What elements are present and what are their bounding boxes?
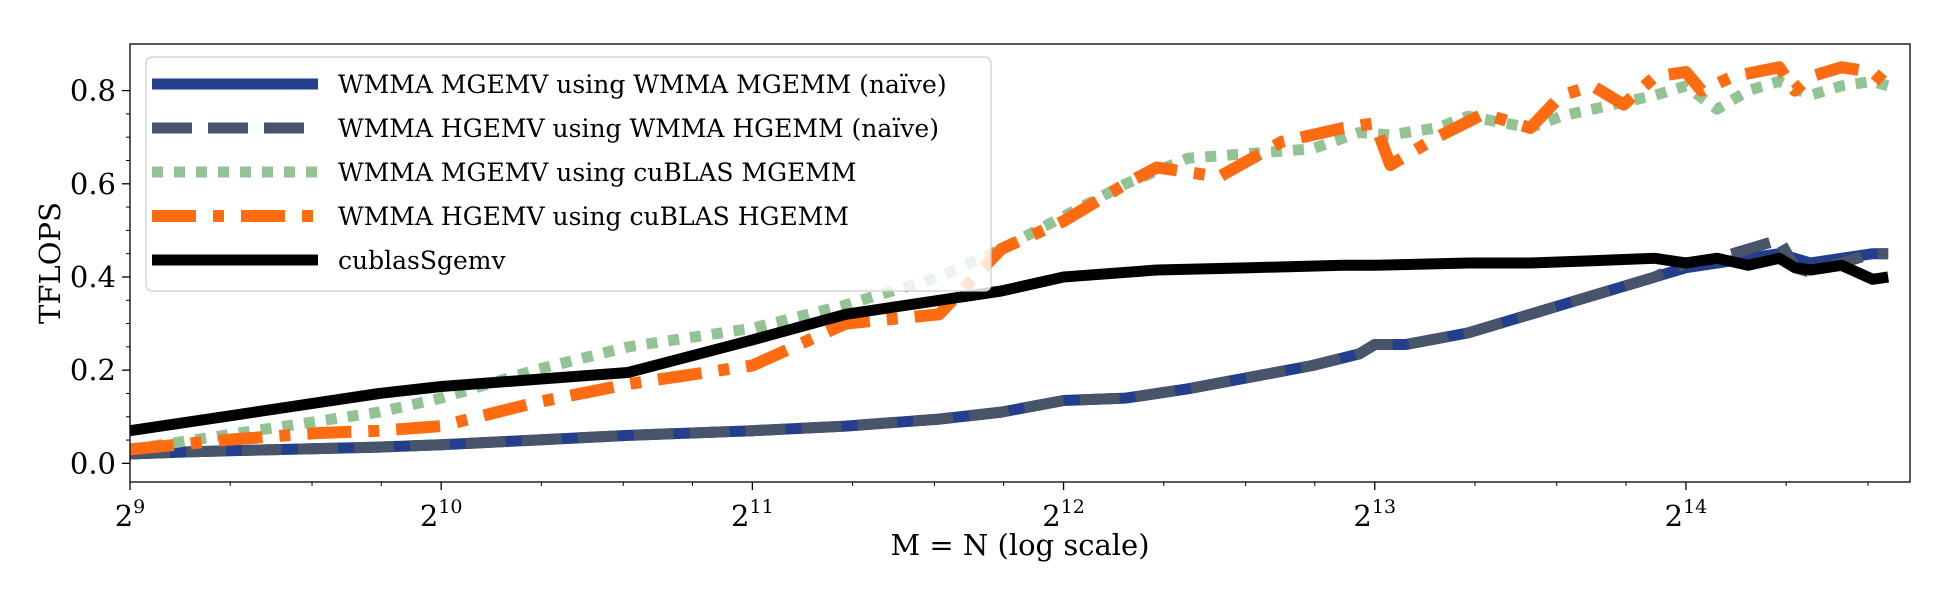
legend-entries: WMMA MGEMV using WMMA MGEMM (naïve) WMMA … bbox=[152, 70, 947, 275]
series-line-5 bbox=[129, 252, 1890, 437]
y-tick-label: 0.4 bbox=[70, 260, 116, 294]
series-line-2 bbox=[129, 234, 1889, 460]
legend-box bbox=[145, 56, 992, 292]
x-tick-label: 29 bbox=[115, 496, 146, 533]
legend-label-4: WMMA HGEMV using cuBLAS HGEMM bbox=[338, 202, 849, 231]
x-tick-label: 211 bbox=[731, 496, 774, 533]
x-tick-label: 210 bbox=[420, 496, 463, 533]
series-layer bbox=[129, 61, 1893, 460]
legend: WMMA MGEMV using WMMA MGEMM (naïve) WMMA … bbox=[145, 56, 992, 292]
y-tick-label: 0.2 bbox=[70, 353, 116, 387]
axis-layer: 0.0 0.2 0.4 0.6 0.8 29 210 211 212 213 214 bbox=[70, 74, 1869, 533]
legend-label-5: cublasSgemv bbox=[338, 246, 506, 275]
plot-frame bbox=[129, 43, 1911, 483]
x-tick-label: 212 bbox=[1042, 496, 1085, 533]
y-tick-label: 0.6 bbox=[70, 167, 116, 201]
legend-label-3: WMMA MGEMV using cuBLAS MGEMM bbox=[338, 158, 857, 187]
y-axis-title: TFLOPS bbox=[33, 202, 67, 324]
legend-label-1: WMMA MGEMV using WMMA MGEMM (naïve) bbox=[338, 70, 947, 99]
y-tick-label: 0.8 bbox=[70, 74, 116, 108]
x-tick-label: 214 bbox=[1665, 496, 1708, 533]
y-tick-label: 0.0 bbox=[70, 446, 116, 480]
series-line-3 bbox=[129, 75, 1890, 455]
x-axis-title: M = N (log scale) bbox=[890, 528, 1149, 562]
x-tick-label: 213 bbox=[1353, 496, 1396, 533]
legend-label-2: WMMA HGEMV using WMMA HGEMM (naïve) bbox=[338, 114, 939, 143]
series-line-4 bbox=[129, 61, 1893, 456]
